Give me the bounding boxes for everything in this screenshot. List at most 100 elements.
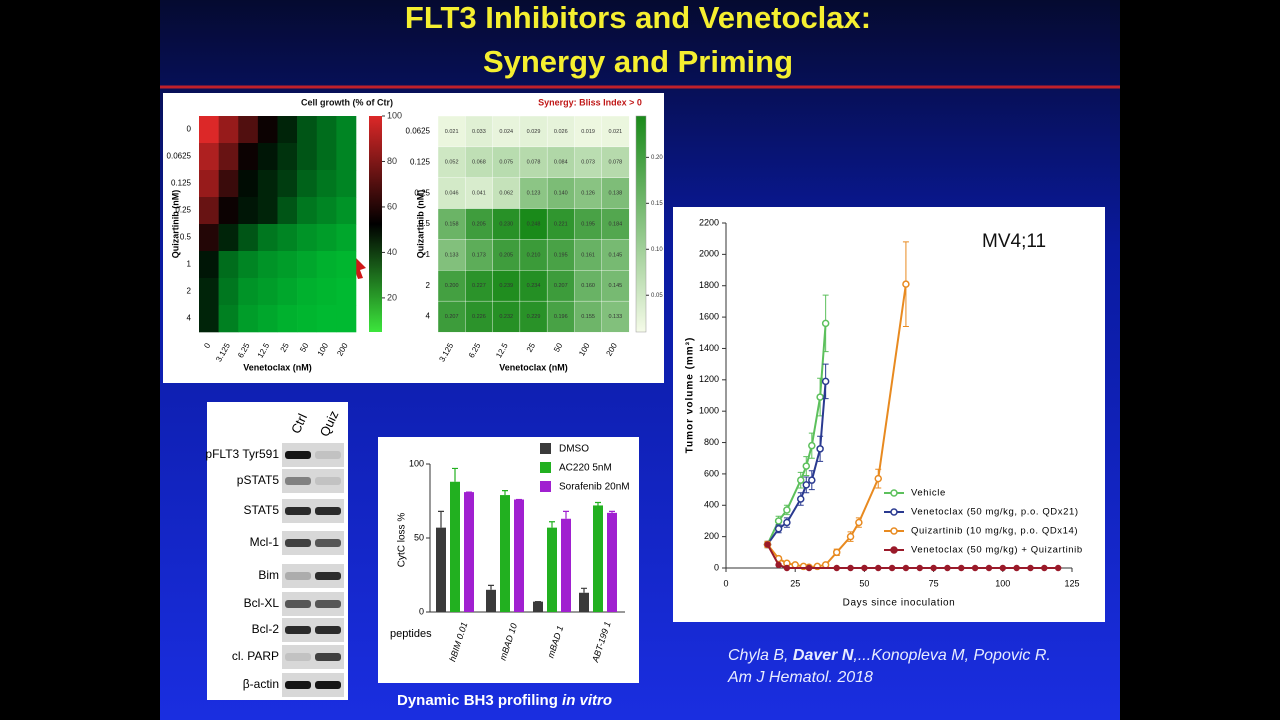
legend-swatch <box>540 481 551 492</box>
cell-label: 0.173 <box>472 252 486 258</box>
heat-cell <box>316 251 337 279</box>
heat-cell <box>519 270 548 302</box>
blot-band <box>315 626 341 634</box>
data-point <box>902 564 910 572</box>
blot-band <box>315 477 341 485</box>
data-point <box>802 481 811 489</box>
heat-cell <box>336 251 357 279</box>
heat-cell <box>316 224 337 252</box>
heat-cell <box>297 224 318 252</box>
heat-cell <box>257 224 278 252</box>
x-axis-label: peptides <box>390 628 432 640</box>
chart-title: Synergy: Bliss Index > 0 <box>538 97 642 107</box>
y-axis-label: Quizartinib (nM) <box>170 190 180 259</box>
blot-band <box>285 477 311 485</box>
cell-label: 0.207 <box>554 283 568 289</box>
x-tick-label: 50 <box>859 578 869 588</box>
y-tick-label: 2200 <box>699 217 719 227</box>
y-tick-label: 4 <box>426 312 431 321</box>
bar <box>561 518 571 612</box>
error-bar <box>609 510 615 513</box>
blot-row-label: pFLT3 Tyr591 <box>205 447 279 461</box>
heat-cell <box>465 177 494 210</box>
legend-label: Sorafenib 20nM <box>559 482 630 493</box>
data-point <box>1041 564 1048 572</box>
heat-cell <box>257 278 278 306</box>
heat-cell <box>297 305 318 333</box>
bar <box>607 512 617 612</box>
heat-cell <box>546 270 575 302</box>
heat-cell <box>238 170 259 198</box>
x-axis-label: Venetoclax (nM) <box>499 362 568 372</box>
blot-band <box>315 600 341 608</box>
citation: Chyla B, Daver N,...Konopleva M, Popovic… <box>728 647 1051 664</box>
data-point <box>971 564 979 572</box>
heat-cell <box>546 300 575 333</box>
heat-cell <box>336 305 357 333</box>
heat-cell <box>492 146 521 179</box>
heat-cell <box>297 116 318 144</box>
cell-label: 0.155 <box>581 314 595 320</box>
citation-part: ,...Konopleva M, Popovic R. <box>853 647 1050 664</box>
cell-label: 0.033 <box>472 129 486 135</box>
heat-cell <box>336 224 357 252</box>
heat-cell <box>297 197 318 225</box>
cell-label: 0.140 <box>554 191 568 197</box>
heat-cell <box>218 224 239 252</box>
blot-band <box>285 600 311 608</box>
heat-cell <box>574 270 603 302</box>
caption: Dynamic BH3 profiling in vitro <box>397 692 612 709</box>
colorbar-label: 60 <box>387 201 397 211</box>
legend-marker <box>890 546 898 554</box>
data-point <box>791 561 799 569</box>
cell-label: 0.161 <box>581 252 595 258</box>
cell-label: 0.084 <box>554 160 568 166</box>
blot-row-label: Mcl-1 <box>250 535 280 549</box>
bar <box>464 492 474 612</box>
y-tick-label: 4 <box>187 314 192 323</box>
heat-cell <box>199 170 219 198</box>
legend-marker <box>890 489 898 497</box>
heat-cell <box>336 197 357 225</box>
data-point <box>958 564 965 572</box>
cell-label: 0.046 <box>445 191 459 197</box>
blot-band <box>285 572 311 580</box>
data-point <box>764 541 771 548</box>
y-tick-label: 2000 <box>699 249 719 259</box>
heat-cell <box>257 170 278 198</box>
blot-band <box>315 681 341 689</box>
cell-label: 0.021 <box>445 129 459 135</box>
blot-band <box>285 681 311 689</box>
chart-title: Cell growth (% of Ctr) <box>301 97 393 107</box>
cell-label: 0.232 <box>499 314 513 320</box>
slide-title: FLT3 Inhibitors and Venetoclax: <box>405 0 871 35</box>
heat-cell <box>601 300 630 333</box>
data-point <box>985 564 993 572</box>
error-bar <box>502 490 508 496</box>
heat-cell <box>257 251 278 279</box>
y-tick-label: 50 <box>414 532 424 542</box>
data-point <box>847 564 854 572</box>
heat-cell <box>257 197 278 225</box>
heat-cell <box>465 146 494 179</box>
cell-label: 0.041 <box>472 191 486 197</box>
x-tick-label: 0 <box>723 578 728 588</box>
heat-cell <box>336 116 357 144</box>
heat-cell <box>492 300 521 333</box>
data-point <box>783 564 791 572</box>
heat-cell <box>297 143 318 171</box>
heat-cell <box>574 115 603 148</box>
x-tick-label: 75 <box>929 578 939 588</box>
y-tick-label: 0.5 <box>180 233 192 242</box>
x-tick-label: 100 <box>995 578 1010 588</box>
colorbar <box>369 116 382 332</box>
data-point <box>999 564 1007 572</box>
heat-cell <box>297 170 318 198</box>
legend-label: Vehicle <box>911 488 946 499</box>
heat-cell <box>601 177 630 210</box>
bar <box>593 505 603 612</box>
heat-cell <box>238 278 259 306</box>
data-point <box>802 462 811 470</box>
cell-label: 0.029 <box>527 129 541 135</box>
y-axis-label: Quizartinib (nM) <box>415 190 425 259</box>
